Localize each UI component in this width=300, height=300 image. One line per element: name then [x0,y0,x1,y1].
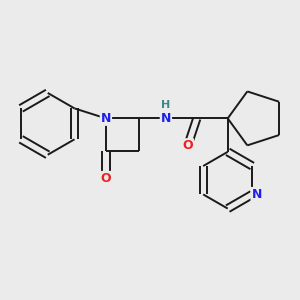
Text: N: N [101,112,111,125]
Text: O: O [100,172,111,185]
Text: O: O [182,139,193,152]
Text: N: N [161,112,171,125]
Text: H: H [160,100,170,110]
Text: N: N [251,188,262,201]
